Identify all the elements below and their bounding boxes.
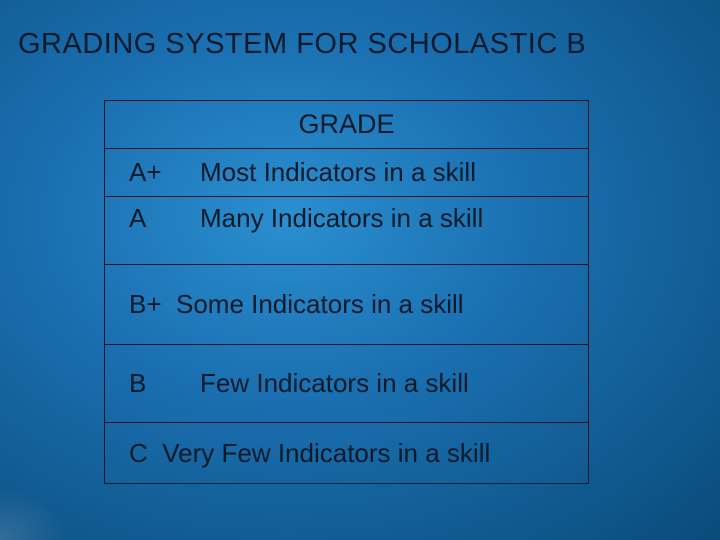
desc-cell: Few Indicators in a skill <box>190 368 588 399</box>
table-row: A Many Indicators in a skill <box>105 197 588 265</box>
desc-inline: Some Indicators in a skill <box>176 289 464 319</box>
desc-inline: Very Few Indicators in a skill <box>162 438 490 468</box>
table-row: B+ Some Indicators in a skill <box>105 265 588 345</box>
desc-cell: Most Indicators in a skill <box>190 157 588 188</box>
merged-cell: B+ Some Indicators in a skill <box>105 289 588 320</box>
table-row: C Very Few Indicators in a skill <box>105 423 588 483</box>
grade-cell: A+ <box>105 157 190 188</box>
grade-inline: C <box>129 438 148 468</box>
desc-cell: Many Indicators in a skill <box>190 203 588 234</box>
grade-table: GRADE A+ Most Indicators in a skill A Ma… <box>104 100 589 484</box>
grade-cell: B <box>105 368 190 399</box>
table-row: B Few Indicators in a skill <box>105 345 588 423</box>
grade-inline: B+ <box>129 289 162 319</box>
grade-cell: A <box>105 203 190 234</box>
slide-title: GRADING SYSTEM FOR SCHOLASTIC B <box>18 28 586 61</box>
merged-cell: C Very Few Indicators in a skill <box>105 438 588 469</box>
table-row: A+ Most Indicators in a skill <box>105 149 588 197</box>
table-header-row: GRADE <box>105 101 588 149</box>
corner-decoration <box>0 480 80 540</box>
table-header: GRADE <box>105 109 588 140</box>
